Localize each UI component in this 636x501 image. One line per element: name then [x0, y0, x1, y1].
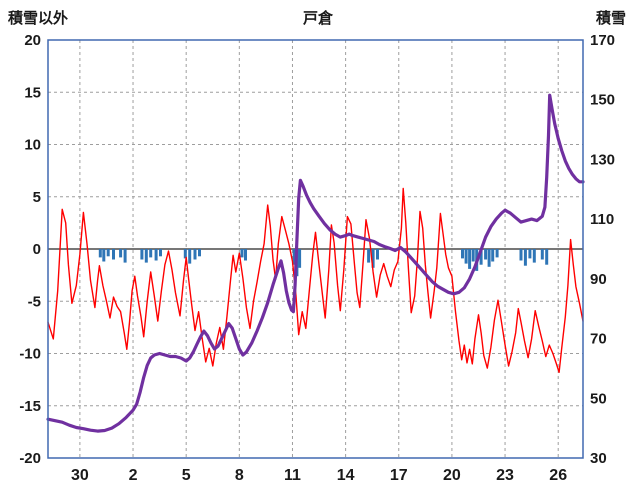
bar — [464, 249, 468, 264]
bar — [376, 249, 379, 260]
left-tick-label: -15 — [19, 398, 41, 415]
right-tick-label: 90 — [590, 271, 607, 288]
x-tick-label: 11 — [284, 467, 301, 484]
left-tick-label: -10 — [19, 346, 41, 363]
bar — [484, 249, 488, 260]
bar — [528, 249, 532, 259]
left-tick-label: 0 — [33, 241, 41, 258]
x-tick-label: 14 — [337, 467, 355, 484]
bar — [495, 249, 499, 258]
plot-border — [47, 39, 584, 459]
bar — [519, 249, 523, 261]
left-tick-label: -20 — [19, 450, 41, 467]
x-tick-label: 26 — [549, 467, 567, 484]
x-tick-label: 23 — [496, 467, 514, 484]
bar — [479, 249, 483, 265]
x-tick-label: 20 — [443, 467, 461, 484]
bar — [159, 249, 162, 257]
right-tick-label: 30 — [590, 450, 607, 467]
x-tick-label: 8 — [235, 467, 244, 484]
bar — [461, 249, 464, 259]
bar — [112, 249, 115, 260]
bar — [119, 249, 123, 258]
right-tick-label: 50 — [590, 390, 607, 407]
right-tick-label: 70 — [590, 331, 607, 348]
vertical-gridlines — [79, 40, 559, 458]
bar — [298, 249, 302, 268]
red-line-series — [47, 187, 584, 373]
bar — [468, 249, 472, 269]
bar — [106, 249, 110, 257]
bar — [532, 249, 536, 263]
horizontal-gridlines — [48, 91, 583, 407]
left-tick-label: 10 — [24, 137, 41, 154]
bar — [198, 249, 201, 257]
right-tick-label: 110 — [590, 211, 614, 228]
bar — [98, 249, 102, 258]
bar — [183, 249, 187, 259]
left-tick-label: 15 — [24, 84, 41, 101]
bar — [193, 249, 197, 260]
bar — [540, 249, 544, 260]
purple-line-series — [46, 93, 585, 433]
bar — [102, 249, 106, 262]
right-axis-title: 積雪 — [595, 10, 626, 27]
bar — [244, 249, 247, 261]
bar — [471, 249, 475, 262]
bar — [523, 249, 527, 266]
bar — [149, 249, 153, 258]
bar — [545, 249, 549, 265]
chart-title: 戸倉 — [302, 10, 334, 27]
right-tick-label: 150 — [590, 92, 615, 109]
bar — [371, 249, 375, 268]
bar — [292, 249, 296, 265]
right-tick-label: 130 — [590, 151, 615, 168]
right-tick-label: 170 — [590, 32, 615, 49]
x-tick-label: 5 — [182, 467, 191, 484]
bar — [144, 249, 148, 263]
left-axis-title: 積雪以外 — [8, 10, 69, 27]
bar — [123, 249, 127, 263]
bar — [188, 249, 192, 264]
bar — [140, 249, 144, 260]
bar — [240, 249, 244, 258]
bar — [154, 249, 158, 261]
left-tick-label: -5 — [28, 293, 41, 310]
bar — [367, 249, 371, 263]
bar — [487, 249, 491, 267]
x-tick-label: 30 — [71, 467, 89, 484]
x-tick-label: 2 — [129, 467, 138, 484]
left-tick-label: 5 — [33, 189, 41, 206]
x-tick-label: 17 — [390, 467, 408, 484]
left-tick-label: 20 — [24, 32, 41, 49]
bar — [491, 249, 495, 262]
